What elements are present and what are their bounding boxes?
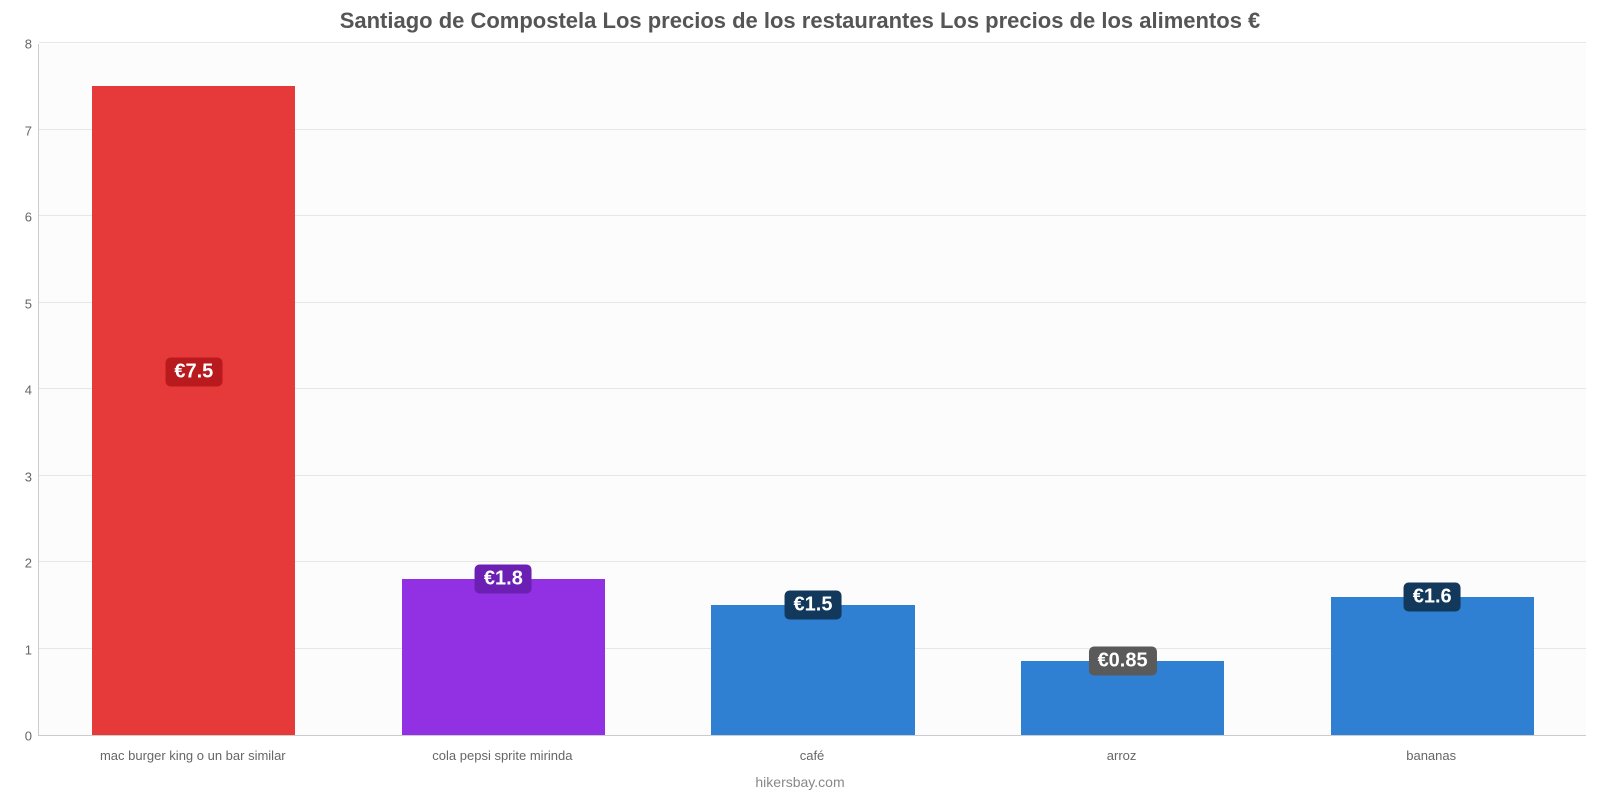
x-tick-label: café: [800, 748, 825, 763]
y-tick-label: 5: [2, 296, 32, 311]
y-tick-label: 1: [2, 642, 32, 657]
price-bar-chart: Santiago de Compostela Los precios de lo…: [0, 0, 1600, 800]
y-tick-label: 6: [2, 210, 32, 225]
bars-layer: €7.5 €1.8 €1.5 €0.85 €1.6: [39, 44, 1586, 735]
value-badge: €7.5: [165, 357, 222, 386]
price-bar: [92, 86, 295, 735]
chart-footer: hikersbay.com: [0, 774, 1600, 790]
x-tick-label: bananas: [1406, 748, 1456, 763]
price-bar: [711, 605, 914, 735]
gridline: [39, 42, 1586, 43]
x-tick-label: cola pepsi sprite mirinda: [432, 748, 572, 763]
price-bar: [402, 579, 605, 735]
value-badge: €0.85: [1089, 647, 1157, 676]
value-badge: €1.6: [1404, 582, 1461, 611]
y-tick-label: 7: [2, 123, 32, 138]
x-tick-label: mac burger king o un bar similar: [100, 748, 286, 763]
chart-title: Santiago de Compostela Los precios de lo…: [0, 8, 1600, 34]
value-badge: €1.8: [475, 565, 532, 594]
price-bar: [1331, 597, 1534, 735]
y-tick-label: 2: [2, 556, 32, 571]
y-tick-label: 8: [2, 37, 32, 52]
x-tick-label: arroz: [1107, 748, 1137, 763]
plot-area: €7.5 €1.8 €1.5 €0.85 €1.6: [38, 44, 1586, 736]
value-badge: €1.5: [785, 591, 842, 620]
y-tick-label: 4: [2, 383, 32, 398]
y-tick-label: 0: [2, 729, 32, 744]
y-tick-label: 3: [2, 469, 32, 484]
